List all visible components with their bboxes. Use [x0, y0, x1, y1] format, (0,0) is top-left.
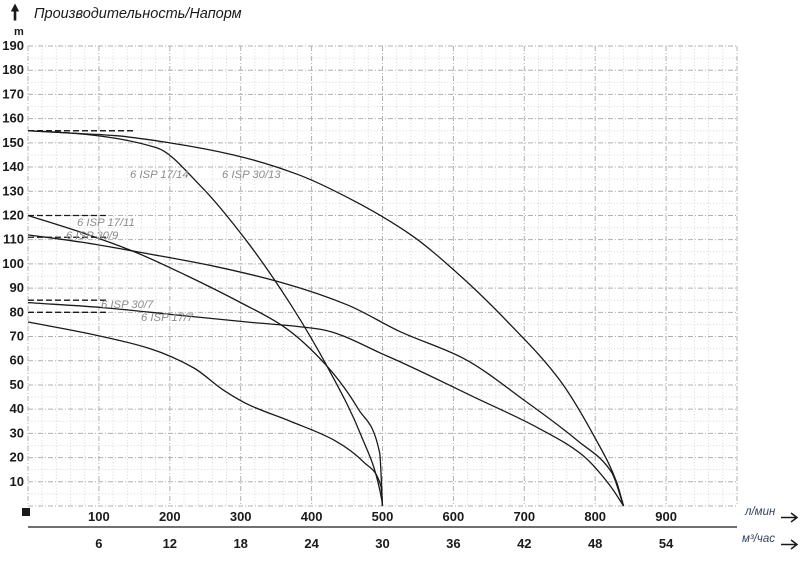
- svg-text:500: 500: [372, 509, 394, 524]
- svg-text:30: 30: [10, 425, 24, 440]
- svg-text:90: 90: [10, 280, 24, 295]
- svg-text:6 ISP 30/9: 6 ISP 30/9: [66, 230, 119, 242]
- svg-text:Производительность/Напорм: Производительность/Напорм: [34, 6, 242, 22]
- svg-text:100: 100: [88, 509, 110, 524]
- svg-text:л/мин: л/мин: [744, 506, 776, 518]
- svg-text:900: 900: [655, 509, 677, 524]
- svg-text:180: 180: [2, 62, 24, 77]
- svg-text:6 ISP 17/11: 6 ISP 17/11: [77, 217, 135, 229]
- svg-text:48: 48: [588, 536, 602, 551]
- svg-text:150: 150: [2, 135, 24, 150]
- svg-text:54: 54: [659, 536, 674, 551]
- svg-text:30: 30: [375, 536, 389, 551]
- svg-text:6 ISP 30/7: 6 ISP 30/7: [101, 299, 154, 311]
- svg-text:10: 10: [10, 474, 24, 489]
- svg-text:400: 400: [301, 509, 323, 524]
- svg-text:12: 12: [163, 536, 177, 551]
- svg-text:40: 40: [10, 401, 24, 416]
- svg-text:70: 70: [10, 329, 24, 344]
- svg-text:80: 80: [10, 304, 24, 319]
- svg-text:24: 24: [304, 536, 319, 551]
- svg-text:36: 36: [446, 536, 460, 551]
- svg-text:6 ISP 17/7: 6 ISP 17/7: [141, 312, 194, 324]
- svg-text:130: 130: [2, 183, 24, 198]
- svg-text:18: 18: [233, 536, 247, 551]
- svg-text:6 ISP 17/14: 6 ISP 17/14: [130, 169, 189, 181]
- svg-text:42: 42: [517, 536, 531, 551]
- svg-text:60: 60: [10, 353, 24, 368]
- svg-text:200: 200: [159, 509, 181, 524]
- svg-text:160: 160: [2, 111, 24, 126]
- svg-text:700: 700: [513, 509, 535, 524]
- svg-text:110: 110: [3, 232, 24, 247]
- svg-text:800: 800: [584, 509, 606, 524]
- svg-text:м³/час: м³/час: [742, 533, 775, 545]
- svg-text:50: 50: [10, 377, 24, 392]
- svg-text:170: 170: [2, 86, 24, 101]
- svg-text:120: 120: [2, 207, 24, 222]
- svg-text:m: m: [14, 26, 24, 38]
- svg-text:100: 100: [2, 256, 24, 271]
- svg-text:190: 190: [2, 38, 24, 53]
- svg-text:140: 140: [2, 159, 24, 174]
- svg-text:20: 20: [10, 450, 24, 465]
- svg-text:300: 300: [230, 509, 252, 524]
- svg-text:6: 6: [95, 536, 102, 551]
- svg-text:600: 600: [443, 509, 465, 524]
- svg-text:6 ISP 30/13: 6 ISP 30/13: [222, 169, 281, 181]
